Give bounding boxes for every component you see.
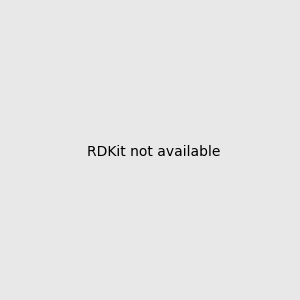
Text: RDKit not available: RDKit not available (87, 145, 220, 158)
